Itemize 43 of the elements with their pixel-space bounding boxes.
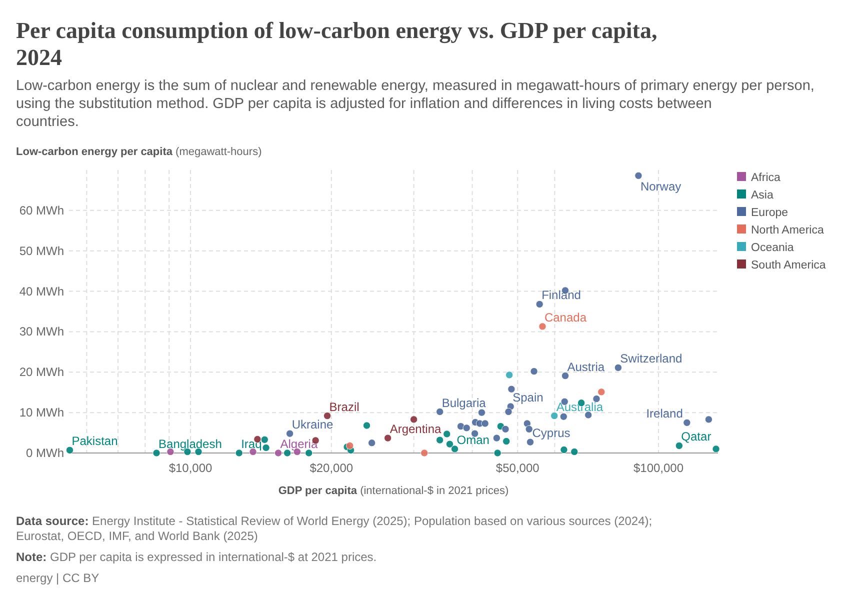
chart-subtitle: Low-carbon energy is the sum of nuclear and renewable energy, measured in megawatt-hours of primary energy per person, using the substitution method. GDP per capita is adjusted for inflation and differences in living costs between countries.	[16, 78, 814, 130]
y-tick-label: 50 MWh	[19, 244, 64, 258]
legend-label: Africa	[751, 172, 781, 184]
legend-label: North America	[751, 224, 824, 236]
x-tick-label: $100,000	[633, 461, 684, 475]
annotation: Algeria	[280, 437, 318, 451]
annotation: Oman	[456, 432, 490, 447]
annotation: Spain	[512, 390, 544, 405]
legend-label: South America	[751, 260, 826, 272]
x-tick-label: $20,000	[310, 461, 354, 475]
annotation: Argentina	[390, 422, 442, 436]
annotation: Bulgaria	[442, 396, 486, 410]
x-tick-label: $10,000	[168, 461, 213, 475]
x-tick-label: $50,000	[496, 461, 540, 475]
legend-label: Asia	[751, 190, 774, 202]
annotation: Canada	[544, 310, 587, 324]
y-tick-label: 20 MWh	[19, 365, 64, 380]
y-tick-label: 40 MWh	[19, 284, 64, 298]
legend-label: Europe	[751, 207, 788, 219]
y-tick-label: 0 MWh	[26, 446, 64, 460]
annotation: Pakistan	[72, 434, 118, 448]
text: Note: GDP per capita is expressed in international-$ at 2021 prices.	[16, 550, 377, 564]
y-tick-label: 10 MWh	[19, 406, 64, 420]
annotation: Ireland	[646, 406, 683, 421]
x-axis-title: GDP per capita (international-$ in 2021 prices)	[278, 485, 509, 497]
annotation: Switzerland	[620, 352, 682, 366]
text: energy | CC BY	[16, 571, 100, 585]
y-tick-label: 30 MWh	[19, 324, 64, 339]
annotation: Australia	[556, 400, 604, 414]
y-axis-title: Low-carbon energy per capita (megawatt-hours)	[16, 146, 262, 158]
annotation: Austria	[567, 360, 605, 374]
legend-label: Oceania	[751, 242, 794, 254]
annotation: Finland	[542, 288, 581, 302]
annotation: Brazil	[329, 400, 360, 414]
y-tick-label: 60 MWh	[19, 203, 64, 218]
annotation: Ukraine	[292, 418, 334, 432]
annotation: Iraq	[241, 437, 262, 451]
chart-title: Per capita consumption of low-carbon energy vs. GDP per capita, 2024	[16, 18, 658, 70]
annotation: Norway	[640, 180, 682, 194]
annotation: Qatar	[681, 430, 712, 444]
annotation: Bangladesh	[158, 437, 222, 451]
annotation: Cyprus	[532, 426, 570, 440]
source-note: Data source: Energy Institute - Statistical Review of World Energy (2025); Population based on various sources (2024); Eurostat, OECD, IMF, and World Bank (2025)	[16, 514, 652, 543]
